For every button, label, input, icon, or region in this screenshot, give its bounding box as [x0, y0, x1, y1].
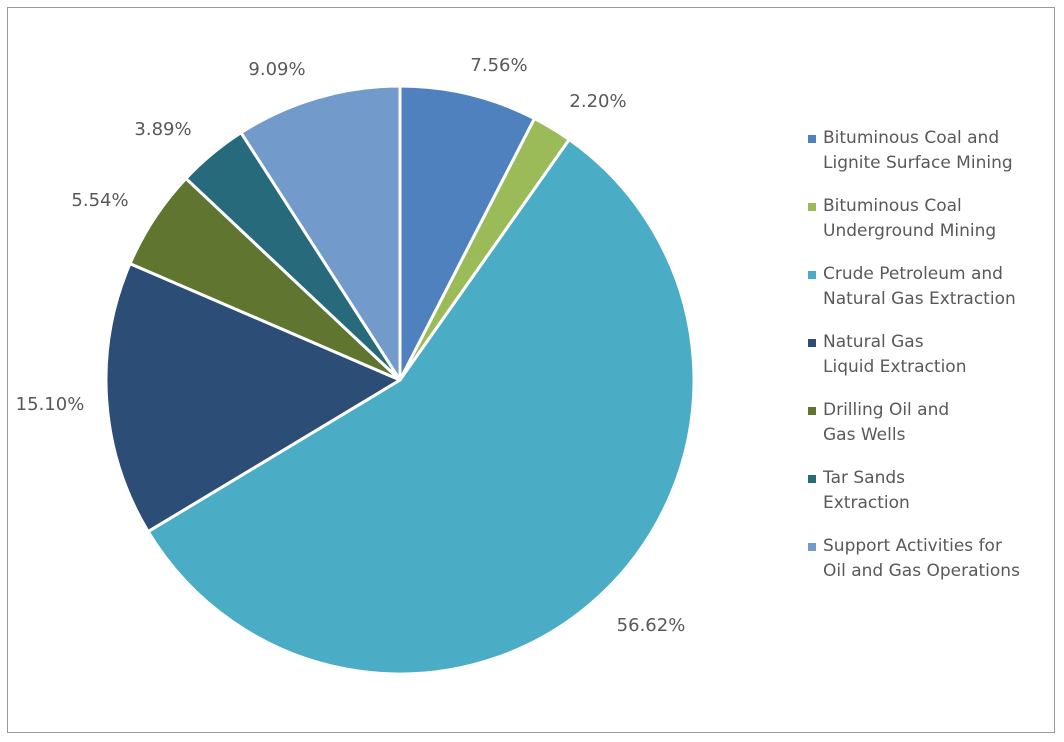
slice-percent-label: 3.89%	[134, 119, 191, 140]
pie-data-labels: 7.56% 2.20% 56.62% 15.10% 5.54% 3.89% 9.09%	[16, 55, 686, 636]
legend-label: Drilling Oil and Gas Wells	[823, 400, 950, 445]
legend-item: Natural Gas Liquid Extraction	[808, 330, 1048, 380]
legend-label: Bituminous Coal Underground Mining	[823, 196, 997, 241]
legend-swatch	[808, 339, 816, 347]
pie-slice	[104, 262, 402, 534]
legend-item: Bituminous Coal and Lignite Surface Mini…	[808, 126, 1048, 176]
legend-swatch	[808, 203, 816, 211]
slice-percent-label: 56.62%	[617, 615, 686, 636]
slice-percent-label: 7.56%	[470, 55, 527, 76]
pie-slices	[104, 84, 696, 676]
legend-label: Support Activities for Oil and Gas Opera…	[823, 536, 1020, 581]
pie-slice	[146, 138, 696, 676]
legend-swatch	[808, 543, 816, 551]
legend-label: Crude Petroleum and Natural Gas Extracti…	[823, 264, 1016, 309]
legend-item: Tar Sands Extraction	[808, 466, 1048, 516]
legend-swatch	[808, 135, 816, 143]
legend-swatch	[808, 475, 816, 483]
slice-percent-label: 5.54%	[71, 190, 128, 211]
legend-label: Natural Gas Liquid Extraction	[823, 332, 967, 377]
legend-swatch	[808, 407, 816, 415]
pie-slice	[239, 84, 402, 382]
legend-item: Crude Petroleum and Natural Gas Extracti…	[808, 262, 1048, 312]
legend-item: Support Activities for Oil and Gas Opera…	[808, 534, 1048, 584]
legend-label: Bituminous Coal and Lignite Surface Mini…	[823, 128, 1013, 173]
legend-swatch	[808, 271, 816, 279]
pie-slice	[398, 84, 536, 382]
chart-legend: Bituminous Coal and Lignite Surface Mini…	[808, 126, 1048, 602]
legend-item: Bituminous Coal Underground Mining	[808, 194, 1048, 244]
legend-label: Tar Sands Extraction	[823, 468, 910, 513]
slice-percent-label: 15.10%	[16, 394, 85, 415]
legend-item: Drilling Oil and Gas Wells	[808, 398, 1048, 448]
slice-percent-label: 9.09%	[248, 59, 305, 80]
slice-percent-label: 2.20%	[569, 91, 626, 112]
